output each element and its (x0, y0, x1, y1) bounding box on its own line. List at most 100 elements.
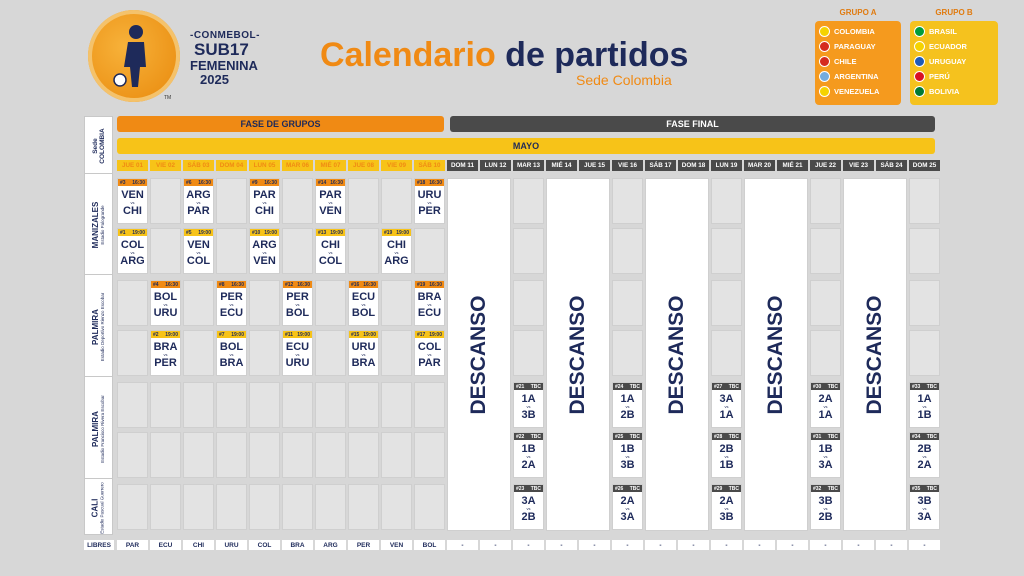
match-card: #24 TBC 1A vs 2B (612, 382, 643, 428)
away-team: URU (285, 357, 310, 369)
day-header: VIE 23 (843, 160, 874, 171)
match-card: #34 TBC 2B vs 2A (909, 432, 940, 478)
match-number: #33 (912, 383, 921, 390)
away-team: 1A (719, 409, 734, 421)
empty-cell (282, 228, 313, 274)
libres-label: LIBRES (84, 540, 114, 550)
libre-cell: - (876, 540, 907, 550)
match-card: #26 TBC 2A vs 3A (612, 484, 643, 530)
match-header: #14 16:30 (316, 179, 345, 186)
libre-cell: - (909, 540, 940, 550)
vs-label: vs (328, 250, 333, 255)
day-header: MAR 20 (744, 160, 775, 171)
day-header: VIE 02 (150, 160, 181, 171)
away-team: COL (318, 255, 343, 267)
empty-cell (612, 330, 643, 376)
empty-cell (348, 484, 379, 530)
rest-label: DESCANSO (566, 294, 589, 415)
match-time: TBC (827, 485, 838, 492)
empty-cell (348, 382, 379, 428)
match-card: #10 19:00 ARG vs VEN (249, 228, 280, 274)
match-card: #16 16:30 ECU vs BOL (348, 280, 379, 326)
empty-cell (117, 432, 148, 478)
match-card: #19 19:00 CHI vs ARG (381, 228, 412, 274)
vs-label: vs (922, 506, 927, 511)
team-name: VENEZUELA (834, 87, 880, 96)
empty-cell (150, 484, 181, 530)
empty-cell (315, 280, 346, 326)
empty-cell (348, 178, 379, 224)
empty-cell (315, 484, 346, 530)
vs-label: vs (163, 302, 168, 307)
group-a-title: GRUPO A (839, 8, 877, 17)
vs-label: vs (361, 352, 366, 357)
empty-cell (249, 484, 280, 530)
libre-cell: URU (216, 540, 247, 550)
day-header: DOM 25 (909, 160, 940, 171)
title-part2: de partidos (505, 36, 689, 74)
match-card: #5 19:00 VEN vs COL (183, 228, 214, 274)
flag-icon (819, 56, 830, 67)
match-header: #32 TBC (811, 485, 840, 492)
match-number: #7 (219, 331, 225, 338)
empty-cell (150, 228, 181, 274)
day-header: DOM 04 (216, 160, 247, 171)
title-part1: Calendario (320, 36, 496, 74)
match-time: TBC (827, 383, 838, 390)
away-team: 1A (818, 409, 833, 421)
match-header: #10 19:00 (250, 229, 279, 236)
rest-label: DESCANSO (467, 294, 490, 415)
day-header: VIE 09 (381, 160, 412, 171)
match-header: #23 TBC (514, 485, 543, 492)
match-number: #35 (912, 485, 921, 492)
team-name: CHILE (834, 57, 857, 66)
match-card: #29 TBC 2A vs 3B (711, 484, 742, 530)
match-time: 16:30 (198, 179, 211, 186)
sede-block: Sede COLOMBIA (85, 117, 112, 174)
rest-block: DESCANSO (744, 178, 808, 531)
vs-label: vs (922, 454, 927, 459)
match-time: 16:30 (165, 281, 178, 288)
player-figure-icon (113, 25, 146, 87)
vs-label: vs (262, 250, 267, 255)
match-number: #21 (516, 383, 525, 390)
libre-cell: PAR (117, 540, 148, 550)
match-card: #17 19:00 COL vs PAR (414, 330, 445, 376)
empty-cell (282, 382, 313, 428)
empty-cell (282, 432, 313, 478)
match-card: #11 19:00 ECU vs URU (282, 330, 313, 376)
match-header: #17 19:00 (415, 331, 444, 338)
match-time: 16:30 (264, 179, 277, 186)
home-team: BOL (153, 291, 178, 303)
match-number: #1 (120, 229, 126, 236)
day-header: MIÉ 21 (777, 160, 808, 171)
match-time: 16:30 (429, 281, 442, 288)
empty-cell (216, 178, 247, 224)
away-team: 2A (521, 459, 536, 471)
match-number: #30 (813, 383, 822, 390)
empty-cell (612, 280, 643, 326)
match-number: #25 (615, 433, 624, 440)
vs-label: vs (361, 302, 366, 307)
rest-block: DESCANSO (843, 178, 907, 531)
group-team-row: CHILE (819, 54, 897, 69)
home-team: ECU (351, 291, 376, 303)
empty-cell (513, 178, 544, 224)
match-time: 19:00 (231, 331, 244, 338)
empty-cell (183, 484, 214, 530)
vs-label: vs (427, 200, 432, 205)
home-team: COL (417, 341, 442, 353)
empty-cell (414, 382, 445, 428)
vs-label: vs (229, 352, 234, 357)
day-header: LUN 19 (711, 160, 742, 171)
match-card: #23 TBC 3A vs 2B (513, 484, 544, 530)
trademark: TM (164, 95, 172, 101)
final-phase-bar: FASE FINAL (450, 116, 935, 132)
home-team: PAR (319, 189, 342, 201)
match-header: #4 16:30 (151, 281, 180, 288)
match-header: #16 16:30 (349, 281, 378, 288)
empty-cell (282, 178, 313, 224)
month-bar: MAYO (117, 138, 935, 154)
empty-cell (414, 432, 445, 478)
match-card: #2 19:00 BRA vs PER (150, 330, 181, 376)
